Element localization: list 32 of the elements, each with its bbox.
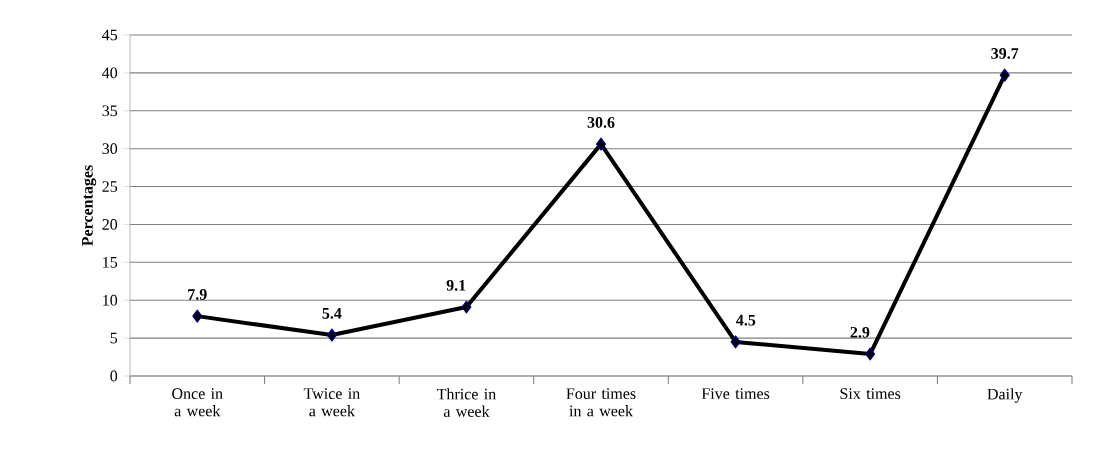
x-tick-label: Thrice in a week	[436, 388, 496, 417]
point	[595, 137, 607, 151]
x-tick-label: Daily	[987, 388, 1023, 403]
data-label: 7.9	[188, 289, 207, 300]
data-label: 4.5	[736, 314, 756, 326]
point	[865, 347, 876, 361]
data-label: 30.6	[587, 116, 615, 128]
y-tick-label: 10	[103, 294, 118, 306]
y-tick-label: 0	[110, 370, 118, 382]
point	[999, 68, 1010, 82]
data-label: 9.1	[446, 279, 466, 291]
y-tick-label: 30	[102, 143, 118, 155]
y-tick-label: 5	[110, 332, 118, 344]
x-tick-label: Six times	[840, 388, 901, 400]
y-tick-label: 25	[102, 181, 118, 192]
x-tick-label: Four times in a week	[566, 388, 636, 417]
y-tick-label: 40	[102, 67, 118, 79]
data-label: 39.7	[991, 48, 1019, 59]
x-tick-label: Once in a week	[172, 388, 223, 417]
point	[192, 309, 203, 323]
point	[326, 328, 337, 342]
y-axis-title: Percentages	[82, 165, 97, 246]
y-tick-label: 15	[103, 256, 118, 268]
point	[461, 300, 472, 314]
data-label: 2.9	[850, 326, 870, 338]
y-tick-label: 45	[102, 29, 118, 41]
y-tick-label: 35	[102, 105, 118, 117]
data-label: 5.4	[322, 308, 342, 319]
x-tick-label: Twice in a week	[303, 388, 360, 417]
point	[730, 335, 741, 349]
x-tick-label: Five times	[701, 388, 770, 400]
y-tick-label: 20	[102, 219, 118, 230]
